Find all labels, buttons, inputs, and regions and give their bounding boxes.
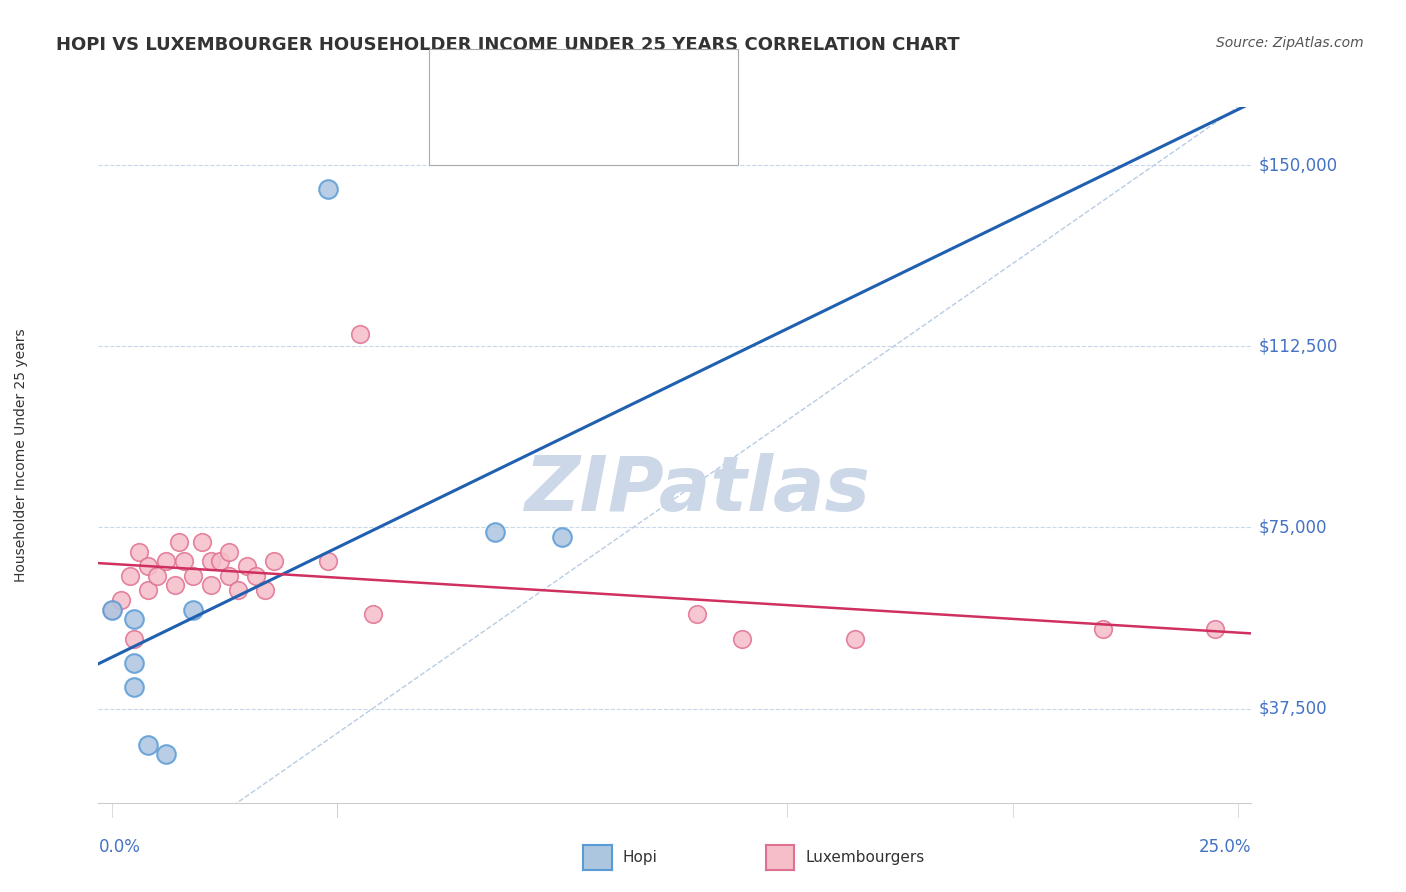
Text: $75,000: $75,000 [1258, 518, 1327, 536]
Point [236, 559, 259, 574]
Point [254, 583, 277, 598]
Point [124, 612, 146, 626]
Text: HOPI VS LUXEMBOURGER HOUSEHOLDER INCOME UNDER 25 YEARS CORRELATION CHART: HOPI VS LUXEMBOURGER HOUSEHOLDER INCOME … [56, 36, 960, 54]
Point [163, 578, 186, 592]
Text: 0.0%: 0.0% [98, 838, 141, 856]
Point [101, 602, 124, 616]
Point [218, 544, 240, 558]
Point [200, 578, 222, 592]
Point [101, 602, 124, 616]
Point [155, 554, 177, 568]
Point [361, 607, 384, 622]
Point [136, 738, 159, 752]
Point [191, 534, 214, 549]
Text: Source: ZipAtlas.com: Source: ZipAtlas.com [1216, 36, 1364, 50]
Text: $112,500: $112,500 [1258, 337, 1337, 355]
Point [124, 656, 146, 670]
Text: 25.0%: 25.0% [1199, 838, 1251, 856]
Point [200, 554, 222, 568]
Point [118, 568, 141, 582]
Point [173, 554, 195, 568]
Point [349, 327, 371, 342]
Point [551, 530, 574, 544]
Text: ZIPatlas: ZIPatlas [524, 453, 870, 526]
Point [218, 568, 240, 582]
Point [181, 602, 204, 616]
Point [128, 544, 150, 558]
Point [124, 680, 146, 694]
Point [181, 568, 204, 582]
Point [1204, 622, 1226, 636]
Point [124, 632, 146, 646]
Point [208, 554, 231, 568]
Point [226, 583, 249, 598]
Text: R = 0.047   N = 32: R = 0.047 N = 32 [486, 106, 638, 120]
Point [263, 554, 285, 568]
Point [136, 559, 159, 574]
Point [110, 592, 132, 607]
Point [844, 632, 866, 646]
Point [245, 568, 267, 582]
Text: Luxembourgers: Luxembourgers [806, 850, 925, 864]
Point [1091, 622, 1114, 636]
Text: R = 0.484   N =  9: R = 0.484 N = 9 [486, 67, 634, 81]
Point [146, 568, 169, 582]
Text: $150,000: $150,000 [1258, 156, 1337, 174]
Point [484, 525, 506, 540]
Text: Hopi: Hopi [623, 850, 658, 864]
Text: $37,500: $37,500 [1258, 699, 1327, 717]
Point [316, 554, 339, 568]
Point [136, 583, 159, 598]
Text: Householder Income Under 25 years: Householder Income Under 25 years [14, 328, 28, 582]
Point [686, 607, 709, 622]
Point [316, 182, 339, 196]
Point [731, 632, 754, 646]
Point [169, 534, 191, 549]
Point [155, 747, 177, 762]
